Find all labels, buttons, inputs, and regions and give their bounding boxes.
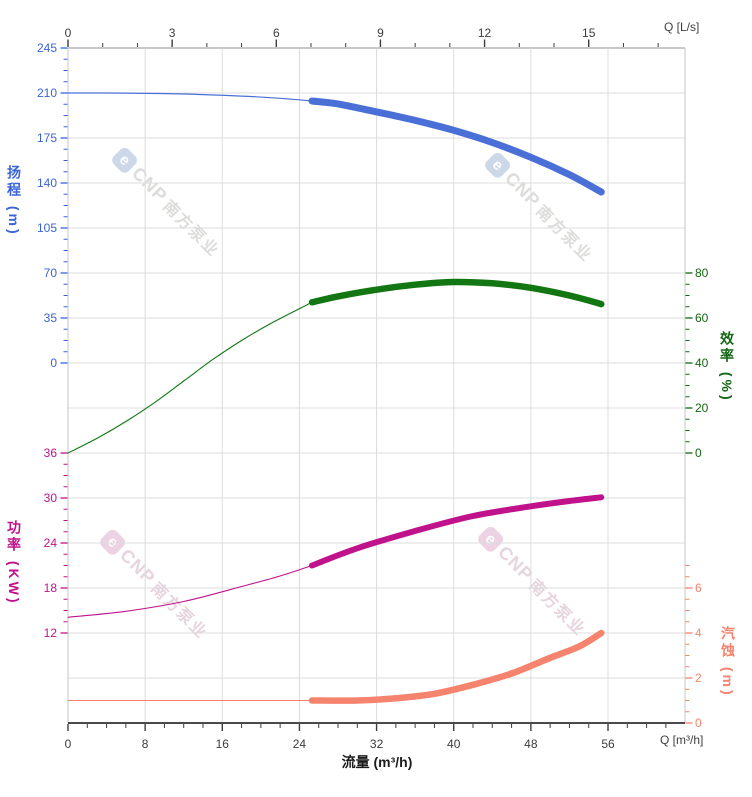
head-curve-thick	[308, 97, 605, 196]
series-npsh	[67, 629, 605, 704]
power-axis: 36 30 24 18 12	[44, 446, 68, 640]
tick-label: 12	[478, 26, 492, 40]
tick-label: 36	[44, 446, 58, 460]
series-head	[67, 92, 605, 196]
efficiency-axis-title: 效率 (%)	[719, 331, 735, 403]
top-axis: 0 3 6 9 12 15	[65, 26, 659, 47]
tick-label: 175	[37, 131, 57, 145]
tick-label: 24	[293, 737, 307, 751]
head-axis-title: 扬程 (m)	[6, 165, 22, 237]
tick-label: 0	[50, 356, 57, 370]
tick-label: 40	[447, 737, 461, 751]
tick-label: 4	[695, 626, 702, 640]
tick-label: 15	[582, 26, 596, 40]
bottom-axis-unit-label: Q [m³/h]	[660, 733, 704, 747]
series-power	[67, 494, 605, 618]
tick-label: 35	[44, 311, 58, 325]
bottom-axis: 0 8 16 24 32 40 48 56	[65, 724, 667, 751]
tick-label: 0	[65, 26, 72, 40]
head-axis: 245 210 175 140 105 70 35 0	[37, 41, 68, 370]
npsh-axis: 6 4 2 0	[685, 565, 702, 730]
tick-label: 60	[695, 311, 709, 325]
tick-label: 210	[37, 86, 57, 100]
head-curve-thin	[67, 92, 313, 102]
tick-label: 8	[142, 737, 149, 751]
tick-label: 56	[601, 737, 615, 751]
tick-label: 70	[44, 266, 58, 280]
flow-axis-title: 流量 (m³/h)	[341, 754, 413, 770]
tick-label: 16	[216, 737, 230, 751]
power-curve-thin	[67, 564, 313, 618]
tick-label: 245	[37, 41, 57, 55]
tick-label: 0	[695, 716, 702, 730]
tick-label: 18	[44, 581, 58, 595]
tick-label: 30	[44, 491, 58, 505]
npsh-curve-thick	[308, 629, 605, 704]
tick-label: 32	[370, 737, 384, 751]
power-curve-thick	[309, 494, 605, 569]
tick-label: 12	[44, 626, 58, 640]
tick-label: 140	[37, 176, 57, 190]
series-efficiency	[67, 278, 605, 454]
gridlines	[68, 48, 685, 723]
npsh-axis-title: 汽蚀 (m)	[720, 626, 736, 698]
tick-label: 20	[695, 401, 709, 415]
tick-label: 6	[695, 581, 702, 595]
efficiency-axis: 80 60 40 20 0	[685, 266, 709, 460]
tick-label: 0	[65, 737, 72, 751]
power-axis-title: 功率 (KW)	[6, 520, 22, 606]
top-axis-unit-label: Q [L/s]	[664, 20, 700, 34]
efficiency-curve-thin	[67, 301, 313, 454]
efficiency-curve-thick	[308, 278, 605, 308]
tick-label: 2	[695, 671, 702, 685]
tick-label: 6	[273, 26, 280, 40]
tick-label: 80	[695, 266, 709, 280]
tick-label: 9	[377, 26, 384, 40]
tick-label: 40	[695, 356, 709, 370]
tick-label: 48	[524, 737, 538, 751]
tick-label: 0	[695, 446, 702, 460]
tick-label: 24	[44, 536, 58, 550]
tick-label: 105	[37, 221, 57, 235]
axis-spines	[67, 47, 686, 724]
tick-label: 3	[169, 26, 176, 40]
